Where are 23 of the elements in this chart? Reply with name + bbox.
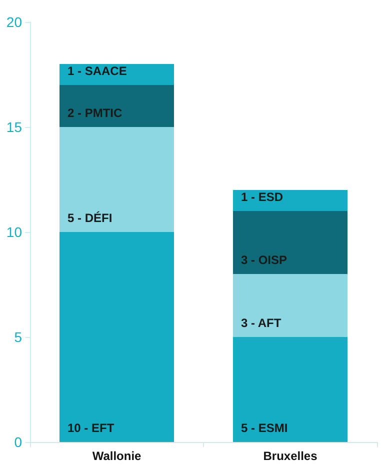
bar [59, 64, 174, 85]
bar [232, 190, 348, 211]
bar [232, 274, 348, 337]
data-label: 5 - DÉFI [67, 211, 112, 225]
data-label: 1 - SAACE [67, 64, 127, 78]
data-label: 1 - ESD [240, 190, 284, 204]
x-tick-label: Wallonie [92, 449, 142, 463]
y-tick-label: 0 [14, 434, 22, 450]
bar [59, 85, 174, 127]
bar [232, 337, 348, 442]
bar [232, 211, 348, 274]
bar [59, 127, 174, 232]
x-tick-label: Bruxelles [263, 449, 318, 463]
bar [59, 232, 174, 442]
y-tick-label: 15 [6, 119, 22, 135]
data-label: 2 - PMTIC [67, 106, 122, 120]
data-label: 3 - AFT [240, 316, 282, 330]
data-label: 3 - OISP [240, 253, 288, 267]
y-tick-label: 5 [14, 329, 22, 345]
y-tick-label: 20 [6, 14, 22, 30]
y-tick-label: 10 [6, 224, 22, 240]
data-label: 5 - ESMI [240, 421, 288, 435]
data-label: 10 - EFT [67, 421, 115, 435]
